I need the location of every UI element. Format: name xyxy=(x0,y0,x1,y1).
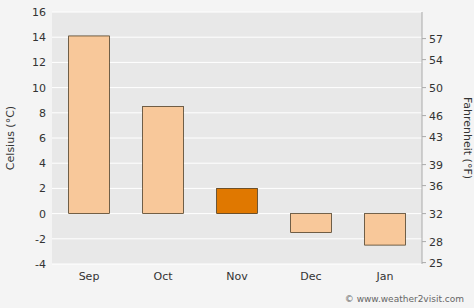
bar xyxy=(69,36,110,214)
bars xyxy=(69,36,406,245)
grid-line xyxy=(52,264,422,265)
y2-tick xyxy=(422,241,426,242)
y-axis-label: Celsius (°C) xyxy=(4,106,17,170)
chart: -4-2024681012141625283236394346505457Sep… xyxy=(0,0,474,308)
y2-tick-label: 57 xyxy=(429,33,443,46)
y2-tick-label: 43 xyxy=(429,131,443,144)
y2-tick-label: 25 xyxy=(429,257,443,270)
x-tick-label: Dec xyxy=(300,270,321,283)
y2-tick xyxy=(422,136,426,137)
y2-tick xyxy=(422,164,426,165)
bar xyxy=(365,214,406,246)
y2-axis-line xyxy=(422,12,423,264)
y2-tick-label: 54 xyxy=(429,54,443,67)
y2-tick-label: 28 xyxy=(429,236,443,249)
y-tick-label: 6 xyxy=(39,132,46,145)
y-tick-label: 2 xyxy=(39,182,46,195)
y-tick-label: 14 xyxy=(32,31,46,44)
y2-tick xyxy=(422,87,426,88)
y2-axis-label: Fahrenheit (°F) xyxy=(461,97,474,179)
y2-tick xyxy=(422,213,426,214)
x-tick-label: Jan xyxy=(376,270,394,283)
y2-tick-label: 32 xyxy=(429,208,443,221)
grid-line xyxy=(52,12,422,13)
bar xyxy=(217,188,258,213)
y-tick-label: 16 xyxy=(32,6,46,19)
footer-text: © www.weather2visit.com xyxy=(345,294,464,304)
x-tick-label: Nov xyxy=(226,270,248,283)
y-tick-label: -2 xyxy=(35,233,46,246)
y2-tick xyxy=(422,262,426,263)
y-tick-label: -4 xyxy=(35,258,46,271)
y2-tick xyxy=(422,185,426,186)
plot-area xyxy=(52,12,422,264)
y-tick-label: 4 xyxy=(39,157,46,170)
y-tick-label: 12 xyxy=(32,56,46,69)
bar xyxy=(291,214,332,233)
y2-tick-label: 36 xyxy=(429,180,443,193)
x-tick-label: Oct xyxy=(153,270,173,283)
y-tick-label: 0 xyxy=(39,208,46,221)
y2-tick xyxy=(422,38,426,39)
y2-tick-label: 50 xyxy=(429,82,443,95)
y2-tick xyxy=(422,59,426,60)
y-tick-label: 10 xyxy=(32,82,46,95)
y2-tick-label: 46 xyxy=(429,110,443,123)
y2-tick-label: 39 xyxy=(429,159,443,172)
y-tick-label: 8 xyxy=(39,107,46,120)
x-tick-label: Sep xyxy=(79,270,100,283)
y2-tick xyxy=(422,115,426,116)
bar xyxy=(143,107,184,214)
